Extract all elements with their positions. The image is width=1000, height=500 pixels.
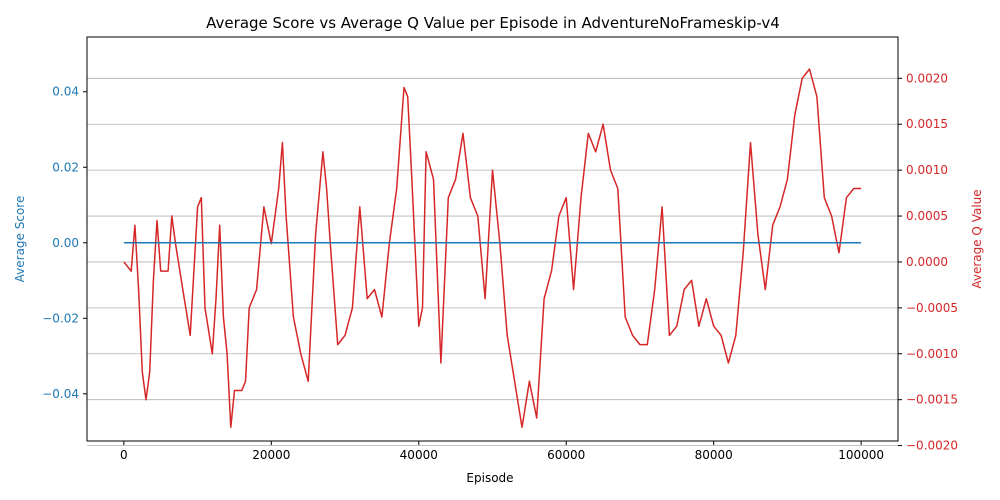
- x-axis-ticks: 0 20000 40000 60000 80000 100000: [120, 441, 884, 462]
- q-value-line: [123, 68, 862, 428]
- right-tick-label: 0.0010: [906, 163, 948, 177]
- right-tick-label: 0.0020: [906, 71, 948, 85]
- left-tick-label: 0.02: [52, 160, 79, 174]
- right-axis-label: Average Q Value: [970, 189, 984, 288]
- left-axis-label: Average Score: [13, 196, 27, 283]
- chart-title: Average Score vs Average Q Value per Epi…: [206, 14, 780, 32]
- left-tick-label: −0.04: [42, 387, 79, 401]
- right-tick-label: 0.0015: [906, 117, 948, 131]
- plot-frame: [86, 36, 899, 442]
- right-tick-label: 0.0005: [906, 209, 948, 223]
- x-tick-label: 40000: [400, 448, 438, 462]
- left-tick-label: 0.04: [52, 85, 79, 99]
- left-tick-label: −0.02: [42, 311, 79, 325]
- right-tick-label: −0.0020: [906, 439, 958, 453]
- q-value-series: [123, 68, 862, 428]
- x-tick-label: 60000: [547, 448, 585, 462]
- x-tick-label: 0: [120, 448, 128, 462]
- left-axis-ticks: −0.04 −0.02 0.00 0.02 0.04: [42, 85, 87, 401]
- x-tick-label: 20000: [252, 448, 290, 462]
- right-axis-ticks: −0.0020 −0.0015 −0.0010 −0.0005 0.0000 0.0005…: [898, 71, 958, 453]
- x-tick-label: 80000: [695, 448, 733, 462]
- right-tick-label: −0.0005: [906, 301, 958, 315]
- right-tick-label: −0.0015: [906, 393, 958, 407]
- right-tick-label: −0.0010: [906, 347, 958, 361]
- x-axis-label: Episode: [466, 471, 513, 485]
- right-tick-label: 0.0000: [906, 255, 948, 269]
- grid-lines: [87, 77, 898, 446]
- x-tick-label: 100000: [838, 448, 884, 462]
- left-tick-label: 0.00: [52, 236, 79, 250]
